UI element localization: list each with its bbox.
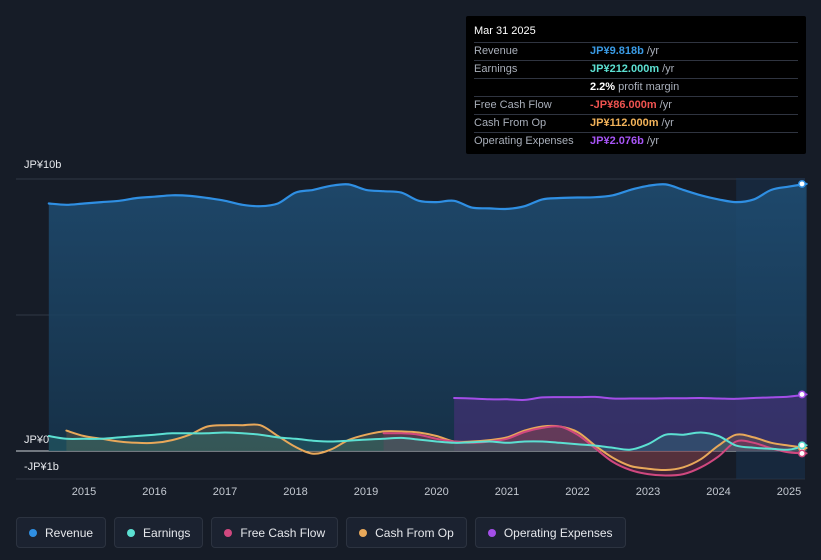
- x-axis-label: 2019: [354, 486, 378, 498]
- legend-item-earnings[interactable]: Earnings: [114, 517, 204, 548]
- area-revenue: [48, 183, 807, 451]
- tooltip-row-value: -JP¥86.000m: [590, 99, 657, 111]
- series-areas: [48, 183, 807, 476]
- line-revenue: [47, 182, 808, 211]
- endpoint-operating-expenses: [798, 390, 806, 399]
- legend-item-operating-expenses[interactable]: Operating Expenses: [474, 517, 626, 548]
- x-axis-label: 2021: [495, 486, 519, 498]
- legend-dot-icon: [224, 528, 233, 537]
- legend-label: Earnings: [143, 525, 191, 540]
- endpoint-earnings: [798, 441, 806, 450]
- tooltip-date: Mar 31 2025: [474, 25, 536, 37]
- x-axis-label: 2018: [283, 486, 307, 498]
- legend-label: Operating Expenses: [503, 525, 613, 540]
- tooltip-row: Cash From Op JP¥112.000m/yr: [474, 114, 798, 132]
- tooltip-row: Revenue JP¥9.818b/yr: [474, 42, 798, 60]
- legend-label: Free Cash Flow: [240, 525, 326, 540]
- legend-item-cash-from-op[interactable]: Cash From Op: [346, 517, 467, 548]
- x-axis-label: 2016: [142, 486, 166, 498]
- tooltip-row-label: [474, 79, 590, 96]
- legend-dot-icon: [29, 528, 37, 537]
- legend-item-revenue[interactable]: Revenue: [16, 517, 107, 548]
- area-cash-from-op: [66, 424, 807, 471]
- y-axis-label: JP¥0: [24, 434, 49, 446]
- x-axis-label: 2022: [565, 486, 589, 498]
- x-axis-label: 2020: [424, 486, 448, 498]
- endpoint-free-cash-flow: [798, 449, 806, 458]
- tooltip-row-label: Cash From Op: [474, 117, 547, 129]
- legend-label: Cash From Op: [375, 525, 454, 540]
- tooltip-row-value: JP¥2.076b: [590, 135, 644, 147]
- tooltip-row: Operating Expenses JP¥2.076b/yr: [474, 132, 798, 150]
- y-axis-label: JP¥10b: [24, 159, 61, 171]
- x-axis-label: 2024: [706, 486, 730, 498]
- tooltip-row-label: Earnings: [474, 63, 518, 75]
- x-axis-label: 2023: [636, 486, 660, 498]
- series-lines: [47, 182, 808, 477]
- x-axis-label: 2025: [777, 486, 801, 498]
- series-endpoints: [798, 179, 806, 458]
- area-earnings: [48, 432, 807, 451]
- tooltip-row: 2.2% profit margin: [474, 78, 798, 96]
- tooltip-row-label: Operating Expenses: [474, 135, 574, 147]
- tooltip-row-label: Free Cash Flow: [474, 99, 552, 111]
- legend-dot-icon: [487, 528, 496, 537]
- tooltip-row-unit: profit margin: [618, 81, 680, 93]
- tooltip-row: Free Cash Flow -JP¥86.000m/yr: [474, 96, 798, 114]
- tooltip-row-unit: /yr: [646, 45, 660, 57]
- legend-dot-icon: [127, 528, 136, 537]
- tooltip-row-unit: /yr: [662, 63, 675, 75]
- legend-label: Revenue: [45, 525, 94, 540]
- tooltip-row: Earnings JP¥212.000m/yr: [474, 60, 798, 78]
- tooltip-row-value: JP¥212.000m: [590, 63, 660, 75]
- tooltip-row-unit: /yr: [646, 135, 660, 147]
- tooltip-row-value: JP¥112.000m: [590, 117, 659, 129]
- tooltip-row-value: JP¥9.818b: [590, 45, 644, 57]
- y-axis-label: -JP¥1b: [24, 461, 59, 473]
- line-cash-from-op: [65, 423, 808, 472]
- tooltip-row-unit: /yr: [661, 117, 674, 129]
- legend-dot-icon: [359, 528, 368, 537]
- line-free-cash-flow: [382, 425, 808, 477]
- tooltip-row-unit: /yr: [659, 99, 672, 111]
- line-operating-expenses: [453, 393, 808, 401]
- line-earnings: [47, 431, 808, 451]
- tooltip-rows: Revenue JP¥9.818b/yr Earnings JP¥212.000m/y…: [474, 42, 798, 150]
- endpoint-revenue: [798, 179, 806, 188]
- x-axis-label: 2015: [72, 486, 96, 498]
- legend-item-free-cash-flow[interactable]: Free Cash Flow: [211, 517, 339, 548]
- tooltip-panel: Mar 31 2025 Revenue JP¥9.818b/yr Earnings J…: [466, 16, 806, 154]
- tooltip-row-label: Revenue: [474, 45, 519, 57]
- x-axis-label: 2017: [213, 486, 237, 498]
- y-axis-labels: JP¥10b JP¥0 -JP¥1b: [24, 159, 61, 473]
- x-axis-labels: 2015 2016 2017 2018 2019 2020 2021 2022 2023 2024…: [72, 486, 801, 498]
- tooltip-row-value: 2.2%: [590, 81, 616, 93]
- area-free-cash-flow: [383, 426, 807, 476]
- chart-legend: Revenue Earnings Free Cash Flow Cash From O…: [16, 517, 626, 549]
